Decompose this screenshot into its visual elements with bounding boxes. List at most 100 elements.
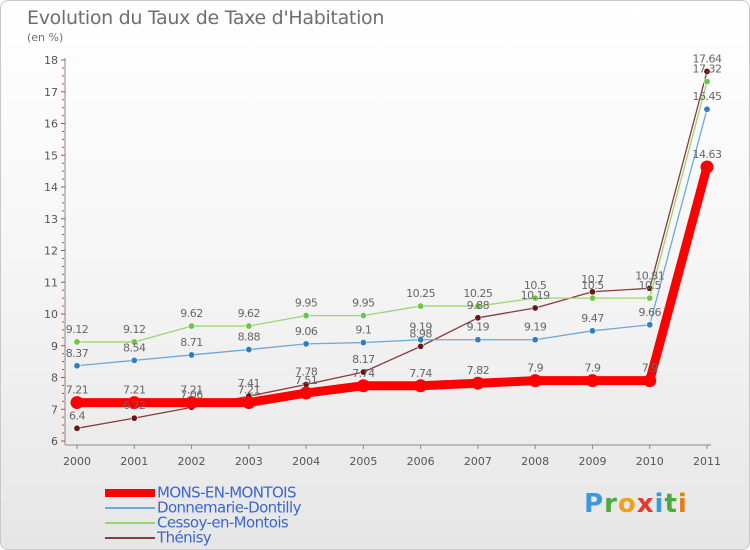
data-point (474, 336, 482, 344)
series-line-3 (76, 70, 708, 429)
data-label: 9.62 (180, 307, 203, 320)
data-label: 9.1 (355, 324, 371, 337)
logo-letter: i (677, 489, 688, 519)
data-point (531, 304, 539, 312)
data-label: 7.78 (295, 365, 318, 378)
x-tick-label: 2007 (464, 455, 492, 468)
data-label: 7.74 (352, 367, 375, 380)
data-point (302, 340, 310, 348)
data-point (646, 294, 654, 302)
y-tick-label: 14 (44, 181, 58, 194)
data-label: 9.12 (123, 323, 146, 336)
data-label: 9.66 (638, 306, 661, 319)
data-label: 7.51 (295, 374, 318, 387)
series-line-1 (76, 108, 708, 367)
legend-swatch (105, 488, 155, 497)
chart-legend: MONS-EN-MONTOIS Donnemarie-Dontilly Cessoy… (105, 485, 301, 545)
y-tick-label: 10 (44, 308, 58, 321)
data-label: 7.82 (467, 364, 490, 377)
data-point (302, 312, 310, 320)
data-point (474, 314, 482, 322)
data-point (703, 105, 711, 113)
y-tick-label: 18 (44, 54, 58, 67)
data-label: 9.19 (409, 321, 432, 334)
data-point (245, 322, 253, 330)
data-point (703, 78, 711, 86)
chart-title: Evolution du Taux de Taxe d'Habitation (27, 7, 385, 29)
data-point (588, 327, 596, 335)
data-label: 7.41 (238, 377, 261, 390)
data-point (414, 379, 428, 393)
data-label: 7.9 (642, 362, 658, 375)
data-point (73, 424, 81, 432)
legend-item: Cessoy-en-Montois (105, 515, 301, 530)
data-label: 8.98 (409, 327, 432, 340)
data-point (417, 302, 425, 310)
data-label: 17.32 (693, 63, 722, 76)
legend-label: Donnemarie-Dontilly (157, 498, 301, 517)
x-tick-label: 2004 (292, 455, 320, 468)
y-tick-label: 8 (51, 372, 58, 385)
data-point (471, 376, 485, 390)
data-label: 14.63 (693, 148, 722, 161)
y-tick-label: 12 (44, 245, 58, 258)
y-tick-label: 13 (44, 213, 58, 226)
y-tick-label: 6 (51, 435, 58, 448)
data-point (417, 342, 425, 350)
data-label: 6.4 (69, 409, 85, 422)
data-point (531, 336, 539, 344)
proxiti-logo: Proxiti (584, 489, 688, 519)
y-tick-label: 11 (44, 276, 58, 289)
data-label: 7.21 (123, 384, 146, 397)
x-tick-label: 2006 (407, 455, 435, 468)
y-tick-label: 15 (44, 149, 58, 162)
data-label: 16.45 (693, 90, 722, 103)
data-point (588, 294, 596, 302)
data-point (73, 362, 81, 370)
data-point (130, 356, 138, 364)
legend-item: Donnemarie-Dontilly (105, 500, 301, 515)
data-label: 9.47 (581, 312, 604, 325)
data-label: 9.88 (467, 299, 490, 312)
y-tick-label: 9 (51, 340, 58, 353)
data-label: 9.06 (295, 325, 318, 338)
x-tick-label: 2005 (349, 455, 377, 468)
logo-letter: t (664, 489, 678, 519)
data-point (188, 351, 196, 359)
data-label: 8.17 (352, 353, 375, 366)
logo-letter: o (617, 489, 637, 519)
data-label: 9.95 (295, 297, 318, 310)
legend-swatch (105, 521, 155, 524)
data-label: 7.21 (238, 384, 261, 397)
legend-label: Thénisy (157, 528, 212, 547)
legend-label: Cessoy-en-Montois (157, 513, 289, 532)
data-point (70, 396, 84, 410)
data-label: 17.64 (693, 52, 722, 65)
data-label: 10.7 (581, 273, 604, 286)
x-tick-label: 2010 (636, 455, 664, 468)
x-tick-label: 2000 (63, 455, 91, 468)
data-point (188, 322, 196, 330)
data-label: 10.25 (463, 287, 492, 300)
data-point (356, 379, 370, 393)
data-label: 7.06 (180, 388, 203, 401)
y-tick-label: 16 (44, 118, 58, 131)
data-point (73, 338, 81, 346)
logo-letter: P (584, 489, 605, 519)
data-label: 8.54 (123, 341, 146, 354)
data-label: 10.19 (521, 289, 550, 302)
x-tick-label: 2002 (178, 455, 206, 468)
data-point (700, 160, 714, 174)
data-point (585, 374, 599, 388)
data-point (474, 302, 482, 310)
data-label: 7.9 (584, 362, 600, 375)
logo-letter: x (636, 489, 655, 519)
data-point (127, 396, 141, 410)
legend-item: MONS-EN-MONTOIS (105, 485, 301, 500)
data-label: 9.19 (524, 321, 547, 334)
data-label: 6.72 (123, 399, 146, 412)
data-point (130, 338, 138, 346)
data-point (359, 312, 367, 320)
data-point (703, 67, 711, 75)
data-label: 7.21 (180, 384, 203, 397)
